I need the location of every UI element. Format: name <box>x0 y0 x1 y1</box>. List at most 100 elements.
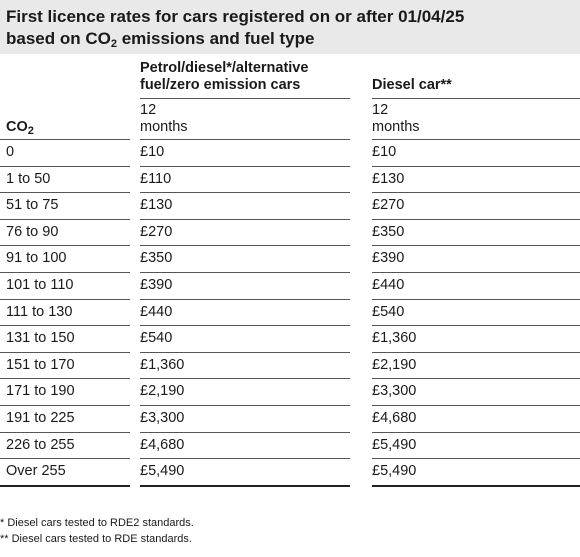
cell-co2-band: Over 255 <box>6 463 66 480</box>
row-divider <box>372 405 580 406</box>
period-petrol-line-1: 12 <box>140 102 157 118</box>
row-divider <box>0 378 130 379</box>
title-text-post: emissions and fuel type <box>116 29 315 48</box>
cell-co2-band: 76 to 90 <box>6 223 59 240</box>
cell-petrol-rate: £110 <box>140 170 172 187</box>
cell-co2-band: 111 to 130 <box>6 303 73 320</box>
cell-co2-band: 171 to 190 <box>6 383 75 400</box>
row-divider <box>0 432 130 433</box>
cell-diesel-rate: £130 <box>372 170 405 187</box>
row-divider <box>140 245 350 246</box>
row-divider <box>0 192 130 193</box>
page-title-line-2: based on CO2 emissions and fuel type <box>6 29 314 51</box>
row-divider <box>0 245 130 246</box>
table-bottom-rule <box>372 485 580 487</box>
header-rule-diesel <box>372 98 580 99</box>
row-divider <box>140 272 350 273</box>
cell-co2-band: 151 to 170 <box>6 356 75 373</box>
cell-diesel-rate: £540 <box>372 303 405 320</box>
footnote-1: * Diesel cars tested to RDE2 standards. <box>0 517 194 529</box>
row-divider <box>372 272 580 273</box>
header-petrol-line-1: Petrol/diesel*/alternative <box>140 60 309 76</box>
cell-petrol-rate: £4,680 <box>140 436 185 453</box>
cell-diesel-rate: £270 <box>372 197 405 214</box>
row-divider <box>0 458 130 459</box>
row-divider <box>372 245 580 246</box>
row-divider <box>140 192 350 193</box>
cell-co2-band: 0 <box>6 144 15 160</box>
cell-petrol-rate: £3,300 <box>140 410 185 426</box>
cell-diesel-rate: £3,300 <box>372 383 417 400</box>
row-divider <box>140 378 350 379</box>
cell-co2-band: 101 to 110 <box>6 277 74 293</box>
row-divider <box>0 272 130 273</box>
row-divider <box>372 219 580 220</box>
row-divider <box>372 378 580 379</box>
header-rule-petrol <box>140 98 350 99</box>
row-divider <box>0 352 130 353</box>
header-petrol-line-2: fuel/zero emission cars <box>140 77 301 93</box>
title-text-pre: based on CO <box>6 29 111 48</box>
cell-petrol-rate: £390 <box>140 277 173 293</box>
row-divider <box>140 458 350 459</box>
table-bottom-rule <box>0 485 130 487</box>
row-divider <box>0 219 130 220</box>
header-co2-text: CO <box>6 119 28 135</box>
row-divider <box>372 458 580 459</box>
cell-co2-band: 226 to 255 <box>6 436 75 453</box>
cell-petrol-rate: £1,360 <box>140 356 185 373</box>
row-divider <box>140 405 350 406</box>
table-bottom-rule <box>140 485 350 487</box>
cell-petrol-rate: £270 <box>140 223 173 240</box>
period-petrol-line-2: months <box>140 119 188 135</box>
cell-co2-band: 51 to 75 <box>6 197 59 214</box>
cell-diesel-rate: £10 <box>372 144 397 160</box>
cell-co2-band: 1 to 50 <box>6 170 51 187</box>
row-divider <box>140 219 350 220</box>
cell-diesel-rate: £390 <box>372 250 405 267</box>
cell-petrol-rate: £540 <box>140 330 173 347</box>
cell-diesel-rate: £1,360 <box>372 330 417 347</box>
cell-co2-band: 191 to 225 <box>6 410 75 426</box>
row-divider <box>372 299 580 300</box>
cell-petrol-rate: £350 <box>140 250 173 267</box>
header-co2-subscript: 2 <box>27 125 34 137</box>
row-divider <box>0 166 130 167</box>
cell-diesel-rate: £4,680 <box>372 410 417 426</box>
footnote-2: ** Diesel cars tested to RDE standards. <box>0 533 192 545</box>
row-divider <box>140 352 350 353</box>
cell-petrol-rate: £5,490 <box>140 463 185 480</box>
header-co2: CO2 <box>6 119 34 137</box>
period-diesel-line-2: months <box>372 119 420 135</box>
table-top-rule <box>372 139 580 140</box>
row-divider <box>372 325 580 326</box>
row-divider <box>372 192 580 193</box>
header-diesel: Diesel car** <box>372 77 452 93</box>
title-band <box>0 0 580 54</box>
cell-diesel-rate: £2,190 <box>372 356 417 373</box>
row-divider <box>372 166 580 167</box>
cell-diesel-rate: £5,490 <box>372 436 417 453</box>
cell-petrol-rate: £10 <box>140 144 165 160</box>
cell-diesel-rate: £440 <box>372 277 405 293</box>
cell-petrol-rate: £130 <box>140 197 173 214</box>
cell-diesel-rate: £5,490 <box>372 463 417 480</box>
title-subscript: 2 <box>110 38 117 50</box>
cell-petrol-rate: £2,190 <box>140 383 185 400</box>
page-title-line-1: First licence rates for cars registered … <box>6 7 465 26</box>
row-divider <box>140 166 350 167</box>
table-top-rule <box>140 139 350 140</box>
row-divider <box>372 352 580 353</box>
row-divider <box>0 325 130 326</box>
cell-co2-band: 91 to 100 <box>6 250 67 267</box>
row-divider <box>0 299 130 300</box>
cell-diesel-rate: £350 <box>372 223 405 240</box>
row-divider <box>140 325 350 326</box>
cell-petrol-rate: £440 <box>140 303 173 320</box>
table-top-rule <box>0 139 130 140</box>
row-divider <box>372 432 580 433</box>
row-divider <box>140 299 350 300</box>
cell-co2-band: 131 to 150 <box>6 330 75 347</box>
row-divider <box>140 432 350 433</box>
period-diesel-line-1: 12 <box>372 102 389 118</box>
